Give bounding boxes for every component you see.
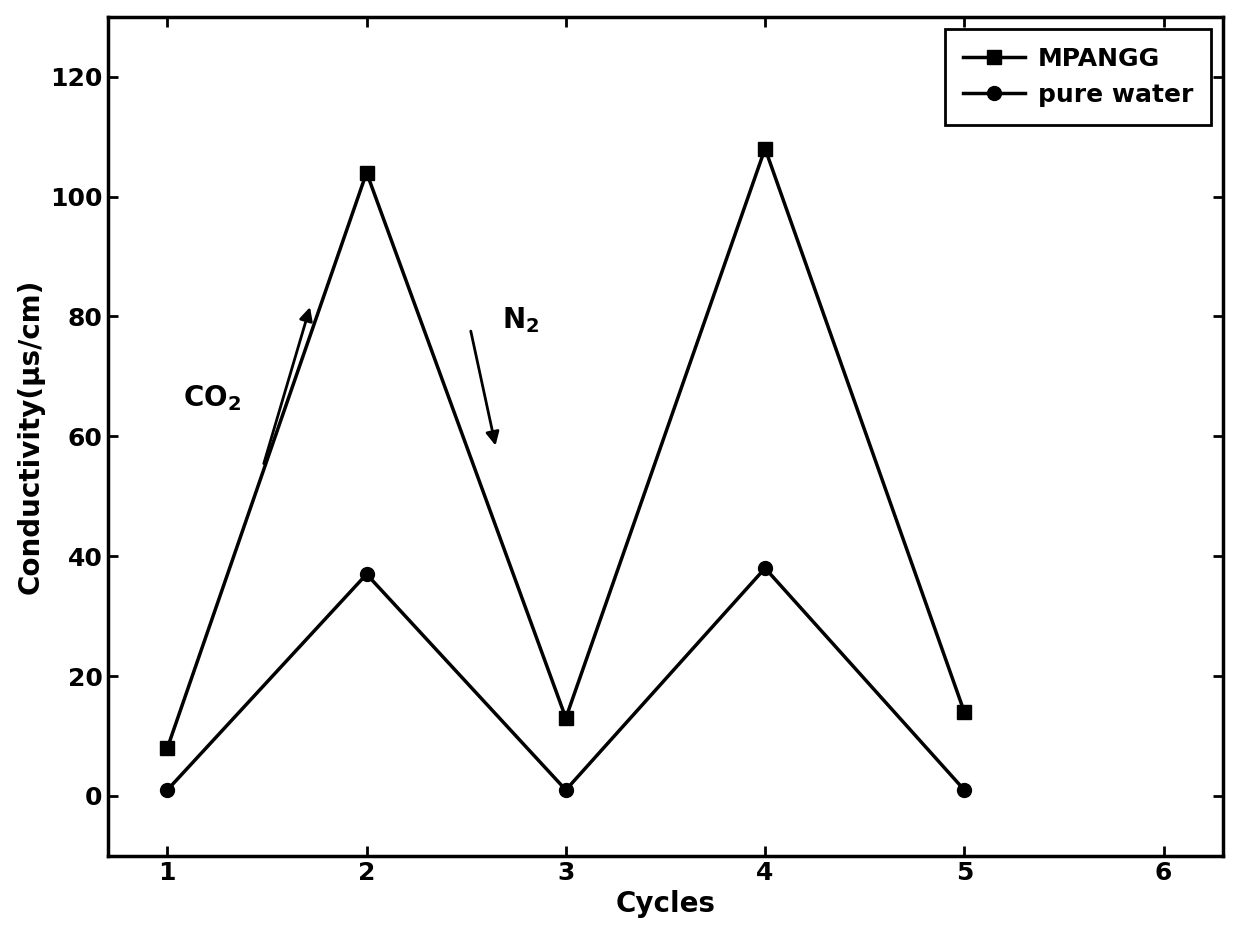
MPANGG xyxy=(758,143,773,154)
pure water xyxy=(558,784,573,796)
Text: CO$_2$: CO$_2$ xyxy=(184,383,242,413)
MPANGG xyxy=(957,707,972,718)
pure water xyxy=(360,568,374,580)
pure water xyxy=(160,784,175,796)
Y-axis label: Conductivity(μs/cm): Conductivity(μs/cm) xyxy=(16,279,45,594)
MPANGG xyxy=(360,167,374,179)
MPANGG xyxy=(160,742,175,754)
Legend: MPANGG, pure water: MPANGG, pure water xyxy=(945,29,1210,124)
pure water xyxy=(758,563,773,574)
X-axis label: Cycles: Cycles xyxy=(615,890,715,918)
pure water xyxy=(957,784,972,796)
Line: pure water: pure water xyxy=(160,561,971,797)
Text: N$_2$: N$_2$ xyxy=(502,306,539,335)
MPANGG xyxy=(558,712,573,724)
Line: MPANGG: MPANGG xyxy=(160,141,971,755)
